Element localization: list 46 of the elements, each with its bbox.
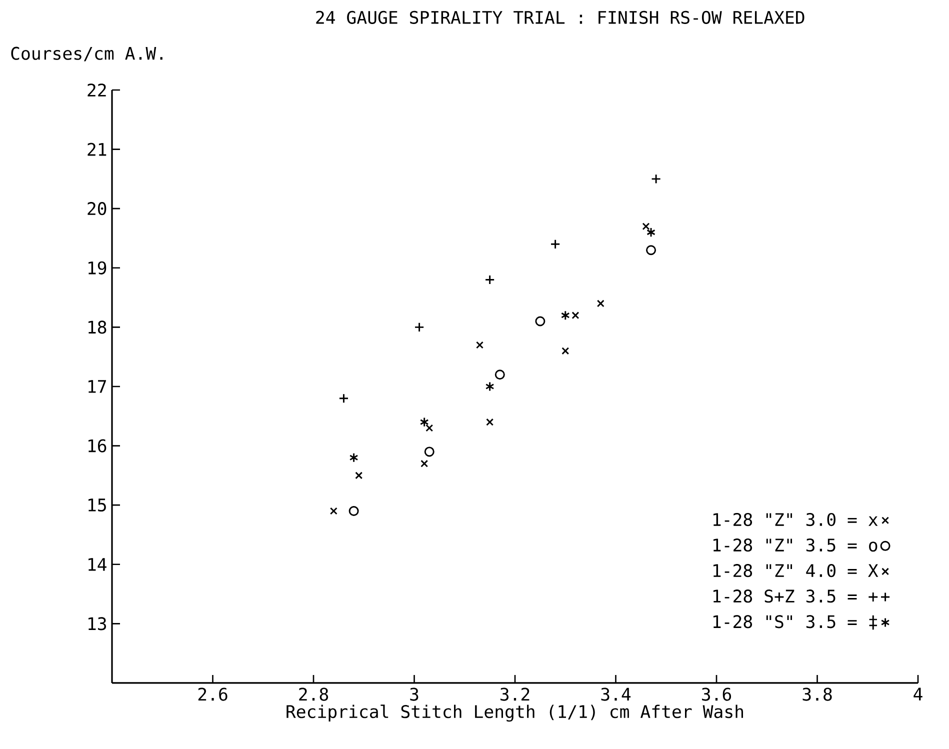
point bbox=[420, 417, 429, 428]
x-tick-label: 4 bbox=[914, 688, 922, 700]
legend-label: 1-28 "Z" 3.0 = x bbox=[713, 512, 878, 526]
point bbox=[349, 452, 358, 463]
point bbox=[485, 381, 494, 392]
legend-label: 1-28 "Z" 4.0 = X bbox=[713, 564, 878, 578]
point bbox=[572, 312, 580, 320]
point bbox=[596, 300, 604, 308]
x-tick-label: 3 bbox=[410, 688, 418, 701]
x-tick-label: 3.6 bbox=[702, 688, 732, 701]
y-tick-label: 20 bbox=[88, 202, 106, 216]
point bbox=[348, 506, 359, 516]
x-tick-label: 2.8 bbox=[299, 688, 328, 701]
point bbox=[426, 424, 434, 432]
y-tick-label: 16 bbox=[88, 439, 106, 452]
point bbox=[476, 341, 484, 349]
point bbox=[562, 347, 570, 355]
point bbox=[535, 316, 546, 326]
y-tick-label: 22 bbox=[88, 84, 106, 96]
x-tick-label: 3.8 bbox=[802, 688, 832, 701]
legend-label: 1-28 "Z" 3.5 = o bbox=[713, 538, 878, 552]
point bbox=[424, 446, 434, 457]
legend-label: 1-28 "S" 3.5 = ‡ bbox=[713, 615, 877, 630]
y-tick-label: 19 bbox=[88, 261, 106, 274]
y-tick-label: 18 bbox=[88, 320, 106, 334]
point bbox=[646, 245, 656, 256]
y-tick-label: 13 bbox=[88, 617, 106, 630]
x-tick-label: 3.4 bbox=[601, 688, 631, 701]
point bbox=[494, 370, 505, 380]
point bbox=[355, 472, 363, 480]
point bbox=[550, 239, 560, 250]
x-axis-title: Reciprical Stitch Length (1/1) cm After Wash bbox=[286, 704, 743, 722]
point bbox=[330, 507, 338, 515]
chart-title: 24 GAUGE SPIRALITY TRIAL : FINISH RS-OW RELAXED bbox=[316, 10, 804, 24]
point bbox=[651, 174, 662, 184]
point bbox=[560, 310, 570, 320]
point bbox=[420, 460, 428, 468]
y-tick-label: 21 bbox=[88, 142, 106, 156]
y-axis-title: Courses/cm A.W. bbox=[11, 46, 162, 62]
x-tick-label: 2.6 bbox=[198, 688, 228, 701]
y-tick-label: 14 bbox=[88, 558, 106, 571]
legend-label: 1-28 S+Z 3.5 = + bbox=[713, 590, 878, 603]
y-tick-label: 15 bbox=[88, 498, 106, 512]
y-tick-label: 17 bbox=[88, 380, 106, 393]
point bbox=[486, 418, 494, 426]
x-tick-label: 3.2 bbox=[500, 688, 530, 701]
